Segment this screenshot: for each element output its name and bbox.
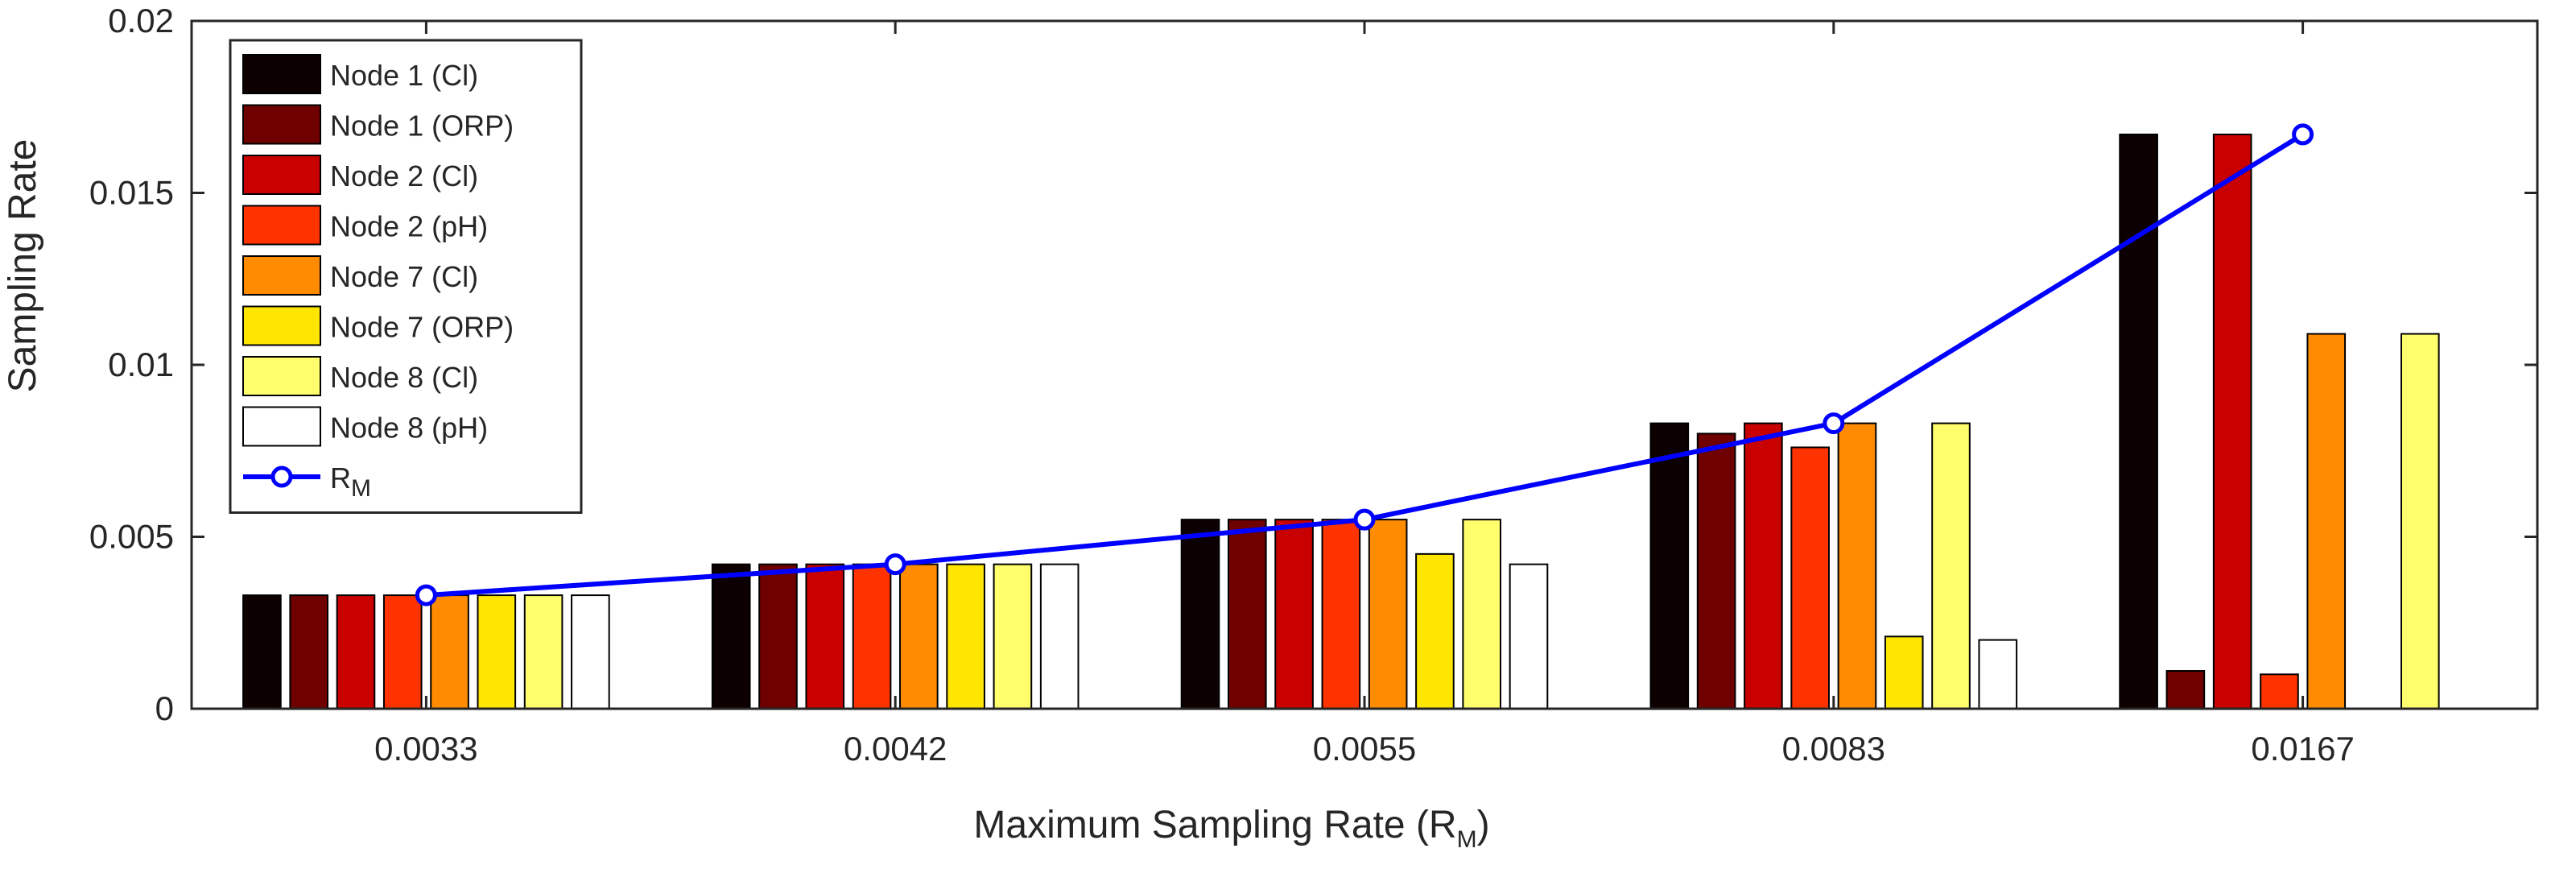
legend-label: Node 7 (Cl) — [330, 260, 478, 293]
x-axis-title-main: Maximum Sampling Rate (R — [973, 804, 1456, 846]
x-axis-title-sub: M — [1457, 826, 1477, 853]
y-tick-label: 0.005 — [89, 518, 174, 556]
bar — [289, 594, 329, 710]
rm-marker — [2292, 123, 2314, 146]
x-tick-label: 0.0042 — [844, 730, 947, 768]
y-tick-label: 0 — [155, 689, 174, 727]
plot-area — [242, 123, 2440, 710]
bar — [852, 563, 892, 710]
bar — [711, 563, 751, 710]
legend-swatch — [242, 205, 321, 246]
bar — [2165, 670, 2206, 710]
bar — [2119, 133, 2158, 710]
legend-label: Node 7 (ORP) — [330, 311, 514, 344]
bar — [946, 563, 985, 710]
bar — [1978, 639, 2018, 710]
bar — [2306, 333, 2347, 710]
bar — [1462, 519, 1502, 710]
legend-label: Node 1 (ORP) — [330, 110, 514, 143]
bar — [336, 594, 376, 710]
rm-marker — [884, 553, 906, 576]
bar — [1039, 563, 1080, 710]
bar — [1649, 422, 1690, 710]
y-tick-label: 0.015 — [89, 174, 174, 212]
bar — [2212, 133, 2252, 710]
bar — [1180, 519, 1220, 710]
axes: 0 0.005 0.01 0.015 0.02 0.0033 0.0042 0.0055 0.0… — [89, 2, 2539, 768]
legend-swatch — [242, 406, 321, 447]
legend-swatch — [242, 255, 321, 296]
y-tick-label: 0.01 — [108, 346, 174, 383]
bar — [993, 563, 1033, 710]
y-tick-label: 0.02 — [108, 2, 174, 39]
legend-swatch — [242, 104, 321, 145]
x-tick-label: 0.0083 — [1782, 730, 1885, 768]
bar — [477, 594, 517, 710]
legend-swatch — [242, 54, 321, 94]
bar — [1931, 422, 1971, 710]
rm-marker — [1823, 412, 1845, 435]
bar — [1321, 519, 1361, 710]
x-tick-label: 0.0055 — [1313, 730, 1416, 768]
bar — [1509, 563, 1549, 710]
bar — [2260, 673, 2299, 710]
legend-label: Node 8 (Cl) — [330, 361, 478, 394]
bar — [1744, 422, 1783, 710]
bar — [1696, 432, 1736, 710]
rm-marker — [1353, 508, 1376, 531]
bar — [1274, 519, 1314, 710]
bar — [523, 594, 564, 710]
x-tick-label: 0.0167 — [2251, 730, 2354, 768]
bar — [1415, 552, 1455, 710]
bar — [1884, 635, 1924, 710]
y-axis-title: Sampling Rate — [2, 139, 44, 393]
x-tick-label: 0.0033 — [374, 730, 477, 768]
bar — [805, 563, 845, 710]
legend: Node 1 (Cl) Node 1 (ORP) Node 2 (Cl) Node 2… — [229, 39, 583, 514]
legend-label: Node 2 (pH) — [330, 210, 488, 243]
bar — [1837, 422, 1877, 710]
rm-marker — [415, 584, 437, 606]
bar — [1368, 519, 1408, 710]
legend-swatch — [242, 155, 321, 195]
bar — [571, 594, 610, 710]
bar — [430, 594, 469, 710]
bar — [2400, 333, 2440, 710]
bar — [1227, 519, 1267, 710]
legend-label: Node 1 (Cl) — [330, 59, 478, 92]
legend-label: Node 2 (Cl) — [330, 159, 478, 192]
x-axis-title-suffix: ) — [1477, 804, 1490, 846]
legend-label: Node 8 (pH) — [330, 412, 488, 445]
legend-swatch — [242, 356, 321, 396]
legend-line-marker — [270, 466, 293, 488]
bar — [758, 563, 798, 710]
bar — [242, 594, 282, 710]
x-axis-title: Maximum Sampling Rate (RM) — [973, 804, 1489, 853]
bar — [382, 594, 423, 710]
legend-label: RM — [330, 461, 371, 502]
bar — [899, 563, 939, 710]
legend-swatch — [242, 305, 321, 346]
bar — [1790, 446, 1830, 710]
